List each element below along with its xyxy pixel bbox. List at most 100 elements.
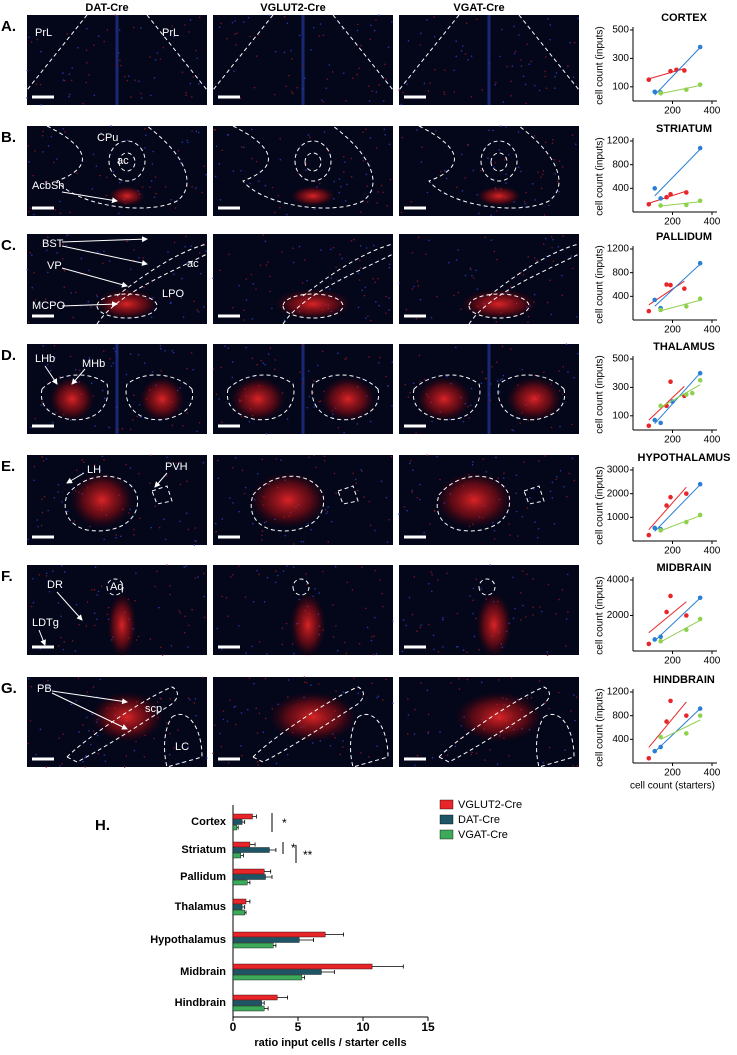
noise [533, 84, 536, 87]
noise [127, 75, 130, 77]
noise [191, 608, 193, 611]
noise [264, 717, 267, 720]
noise [536, 536, 539, 539]
noise [132, 419, 134, 421]
noise [571, 134, 574, 136]
noise [225, 596, 228, 599]
point [658, 196, 663, 201]
trend-line [660, 384, 701, 408]
noise [423, 531, 425, 534]
noise [576, 765, 579, 767]
image-panel [212, 14, 394, 105]
noise [427, 732, 430, 735]
noise [565, 618, 568, 620]
x-tick-label: 200 [664, 106, 681, 117]
noise [257, 764, 259, 766]
point [684, 202, 689, 208]
noise [508, 522, 510, 525]
error-bar [242, 905, 246, 909]
noise [214, 128, 217, 131]
noise [159, 58, 162, 60]
error-bar [301, 975, 305, 980]
noise [433, 16, 435, 18]
noise [88, 269, 90, 272]
noise [149, 638, 152, 640]
noise [33, 479, 35, 482]
noise [562, 393, 564, 395]
noise [141, 186, 144, 188]
noise [121, 427, 124, 430]
noise [70, 292, 73, 294]
region-label: PB [37, 683, 52, 695]
noise [543, 371, 545, 374]
region-outline [232, 125, 374, 209]
noise [302, 344, 305, 346]
noise [343, 171, 345, 173]
noise [335, 624, 337, 627]
x-tick-label: 400 [704, 106, 721, 117]
region-outline [164, 714, 203, 768]
noise [26, 742, 29, 745]
noise [361, 470, 363, 473]
noise [66, 33, 68, 35]
noise [333, 472, 336, 475]
noise [338, 178, 341, 180]
noise [38, 574, 41, 576]
noise [520, 170, 522, 173]
noise [548, 746, 551, 749]
noise [310, 49, 312, 51]
noise [385, 295, 387, 298]
noise [62, 257, 64, 260]
noise [280, 459, 282, 461]
noise [444, 69, 446, 72]
point [697, 370, 703, 376]
noise [358, 67, 360, 70]
row-label: B. [1, 129, 16, 146]
noise [522, 604, 524, 607]
noise [372, 244, 375, 247]
noise [97, 35, 100, 37]
x-axis-label: ratio input cells / starter cells [254, 1037, 406, 1049]
point [668, 379, 673, 385]
noise [197, 83, 200, 85]
noise [62, 243, 65, 246]
bar [232, 974, 303, 981]
noise [95, 165, 98, 167]
noise [45, 458, 48, 460]
noise [290, 49, 292, 52]
image-panel [212, 234, 394, 325]
noise [388, 143, 391, 146]
noise [333, 180, 336, 183]
noise [321, 99, 323, 101]
bar [232, 852, 242, 859]
region-label: ac [117, 155, 129, 167]
noise [442, 646, 444, 648]
noise [119, 59, 121, 62]
noise [524, 83, 527, 86]
noise [310, 529, 312, 531]
noise [179, 520, 181, 523]
noise [406, 83, 408, 85]
noise [173, 241, 176, 244]
column-header: VGAT-Cre [453, 2, 504, 14]
noise [533, 488, 535, 490]
noise [104, 136, 107, 139]
noise [41, 400, 44, 403]
noise [134, 79, 136, 81]
noise [544, 702, 547, 704]
noise [313, 454, 315, 457]
noise [375, 18, 377, 21]
noise [455, 346, 457, 349]
noise [373, 29, 376, 32]
noise [321, 350, 324, 353]
noise [186, 139, 188, 142]
noise [172, 351, 175, 354]
noise [462, 420, 465, 423]
noise [27, 321, 30, 324]
noise [166, 722, 168, 724]
noise [359, 211, 362, 214]
noise [472, 599, 474, 602]
noise [132, 394, 135, 397]
noise [168, 753, 171, 756]
